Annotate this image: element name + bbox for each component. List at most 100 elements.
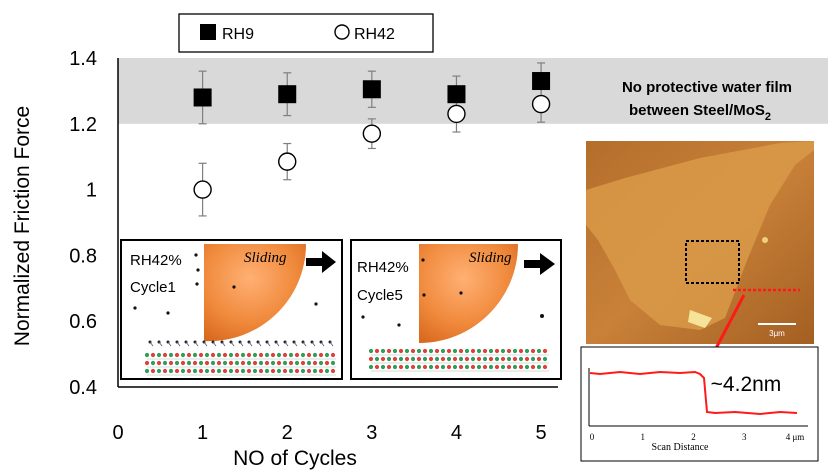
lattice-atom — [144, 368, 150, 374]
water-bond — [275, 341, 280, 347]
lattice-atom — [452, 364, 458, 370]
lattice-atom — [386, 364, 392, 370]
lattice-atom — [204, 352, 210, 358]
lattice-atom — [246, 360, 252, 366]
lattice-atom — [476, 364, 482, 370]
lattice-atom — [270, 368, 276, 374]
lattice-atom — [398, 364, 404, 370]
lattice-atom — [282, 352, 288, 358]
lattice-atom — [150, 352, 156, 358]
lattice-atom — [150, 368, 156, 374]
inset-cycle1-cycle: Cycle1 — [130, 279, 176, 296]
lattice-atom — [392, 356, 398, 362]
lattice-atom — [252, 352, 258, 358]
height-profile: ~4.2nm 0 1 2 3 4 μm Scan Distance — [580, 346, 819, 462]
lattice-atom — [198, 360, 204, 366]
lattice-atom — [434, 356, 440, 362]
marker-rh9 — [362, 80, 381, 99]
legend-marker-rh9 — [200, 24, 216, 40]
x-tick-label: 4 — [451, 422, 462, 444]
lattice-atom — [174, 368, 180, 374]
lattice-atom — [168, 368, 174, 374]
afm-flake — [586, 141, 814, 330]
profile-frame — [580, 346, 819, 462]
lattice-atom — [512, 364, 518, 370]
inset-cycle1: RH42% Cycle1 Sliding — [120, 239, 343, 380]
lattice-atom — [228, 352, 234, 358]
lattice-atom — [500, 364, 506, 370]
lattice-atom — [440, 356, 446, 362]
marker-rh9 — [447, 85, 466, 104]
lattice-atom — [410, 348, 416, 354]
lattice-atom — [162, 352, 168, 358]
lattice-atom — [264, 352, 270, 358]
lattice-atom — [258, 368, 264, 374]
lattice-atom — [240, 360, 246, 366]
inset-cycle1-action: Sliding — [244, 250, 287, 266]
lattice-atom — [386, 356, 392, 362]
lattice-atom — [470, 356, 476, 362]
lattice-atom — [144, 360, 150, 366]
lattice-atom — [330, 360, 336, 366]
lattice-atom — [216, 360, 222, 366]
x-tick-label: 5 — [536, 422, 547, 444]
lattice-atom — [458, 348, 464, 354]
lattice-atom — [476, 356, 482, 362]
inset-cycle5-action: Sliding — [469, 250, 512, 266]
lattice-atom — [380, 356, 386, 362]
lattice-atom — [156, 360, 162, 366]
lattice-atom — [476, 348, 482, 354]
water-bond — [248, 341, 253, 347]
lattice-atom — [252, 368, 258, 374]
lattice-atom — [330, 368, 336, 374]
x-tick-label: 2 — [282, 422, 293, 444]
water-molecules-cycle1 — [133, 253, 318, 315]
lattice-atom — [536, 356, 542, 362]
lattice-atom — [204, 368, 210, 374]
lattice-atom — [482, 348, 488, 354]
profile-line — [589, 370, 798, 416]
lattice-atom — [258, 360, 264, 366]
water-bond — [311, 341, 316, 347]
lattice-atom — [494, 356, 500, 362]
lattice-atom — [186, 368, 192, 374]
water-bond — [221, 341, 226, 347]
lattice-atom — [288, 368, 294, 374]
lattice-atom — [446, 348, 452, 354]
annotation-line2-subscript: 2 — [765, 111, 771, 123]
water-bond — [185, 341, 190, 347]
lattice-atom — [186, 352, 192, 358]
lattice-atom — [500, 348, 506, 354]
particle-cycle1 — [204, 244, 307, 342]
lattice-atom — [156, 368, 162, 374]
lattice-atom — [494, 364, 500, 370]
inset-cycle5-label-bg — [355, 244, 419, 302]
y-tick-labels: 0.4 0.6 0.8 1 1.2 1.4 — [69, 48, 97, 399]
profile-height-label: ~4.2nm — [711, 373, 782, 396]
lattice-atom — [312, 368, 318, 374]
lattice-atom — [410, 364, 416, 370]
marker-rh42 — [193, 180, 212, 199]
legend-box — [178, 13, 434, 53]
lattice-atom — [500, 356, 506, 362]
particle-cycle5 — [419, 244, 518, 343]
lattice-atom — [518, 348, 524, 354]
lattice-atom — [192, 352, 198, 358]
lattice-atom — [234, 368, 240, 374]
inset-cycle5-cycle: Cycle5 — [357, 287, 403, 304]
water-bond — [212, 341, 217, 347]
lattice-atom — [324, 360, 330, 366]
lattice-atom — [494, 348, 500, 354]
lattice-atom — [488, 364, 494, 370]
lattice-atom — [234, 360, 240, 366]
water-layer-cycle1 — [148, 340, 334, 347]
y-tick-label: 0.6 — [69, 311, 97, 333]
water-bond — [194, 341, 199, 347]
lattice-atom — [222, 352, 228, 358]
lattice-atom — [482, 364, 488, 370]
lattice-atom — [464, 364, 470, 370]
lattice-atom — [374, 356, 380, 362]
lattice-atom — [422, 356, 428, 362]
water-bond — [149, 341, 154, 347]
lattice-atom — [246, 368, 252, 374]
